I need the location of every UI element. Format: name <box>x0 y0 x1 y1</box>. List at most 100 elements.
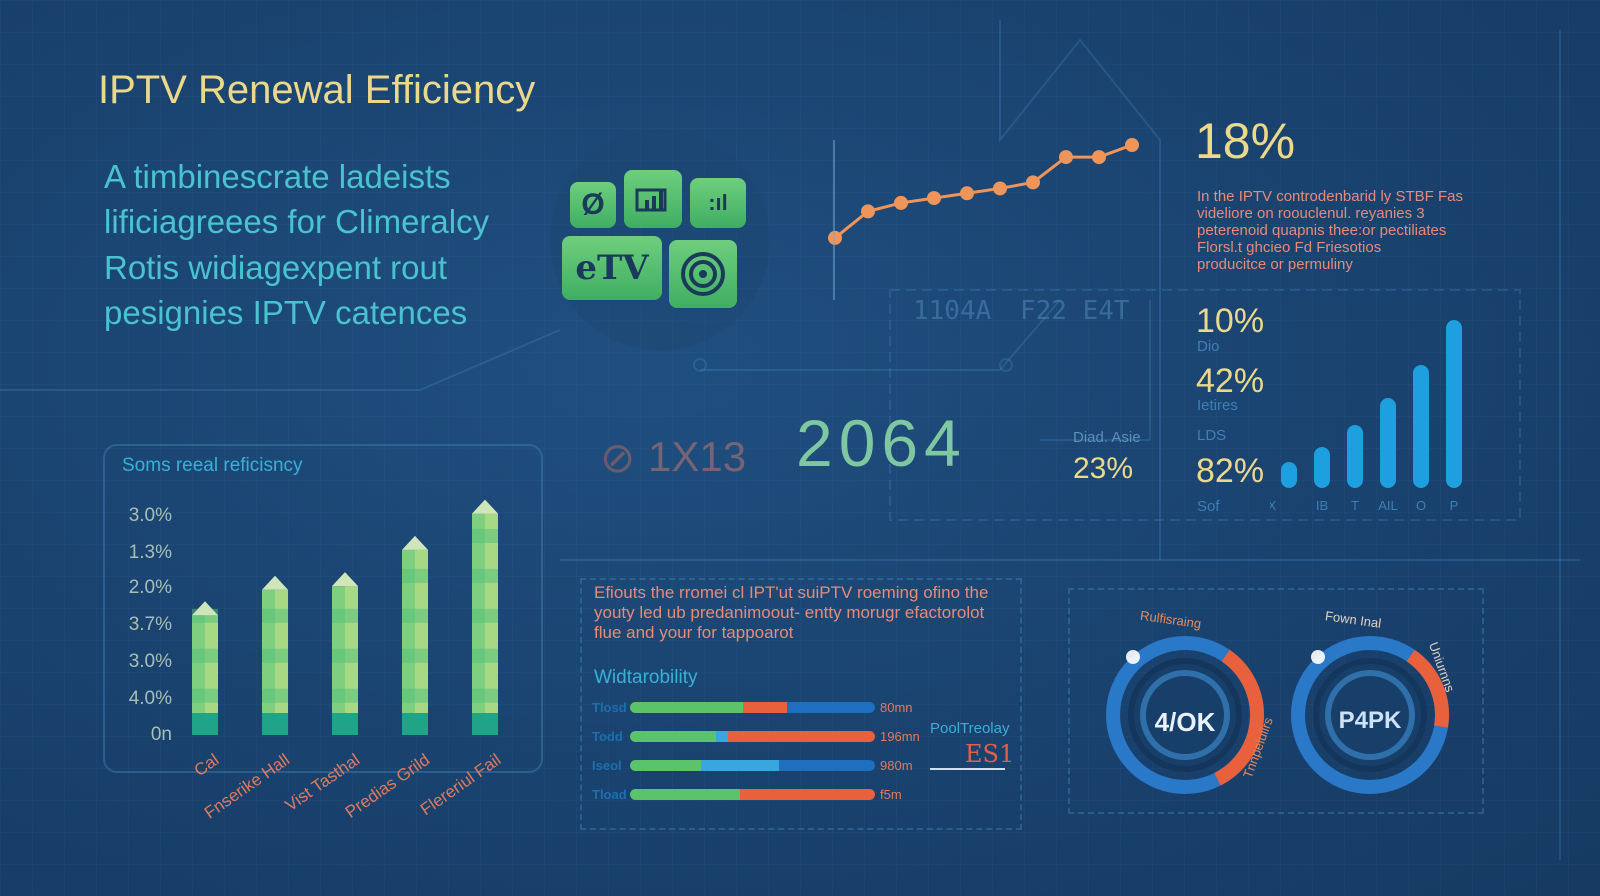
bar-chart-app-icon <box>624 170 682 228</box>
paragraph-line: peterenoid quapnis thee:or pectiliates <box>1197 222 1447 239</box>
hbar-value: 980m <box>880 758 913 773</box>
hbar-title: Widtarobility <box>594 667 698 688</box>
faint-code: 1104A <box>913 296 992 326</box>
hbar-value: 196mn <box>880 729 920 744</box>
x-tick-label: X <box>1270 498 1277 513</box>
green-bar-chart <box>192 499 498 735</box>
hbar-segment <box>742 702 787 713</box>
trend-point <box>1026 175 1040 190</box>
target-app-icon <box>669 240 737 308</box>
hbar-row: Tlosd 80mn <box>592 700 932 716</box>
bar-band <box>192 688 218 703</box>
hbar-segment <box>701 760 780 771</box>
gauges-panel <box>1068 588 1484 814</box>
bar-band <box>402 608 428 623</box>
bar-base <box>472 713 498 735</box>
trend-line <box>834 143 1133 240</box>
page-title: IPTV Renewal Efficiency <box>98 68 536 112</box>
subtitle-line: lificiagreees for Climeralcy <box>104 203 490 240</box>
gauge-inner <box>1128 658 1242 772</box>
gauges <box>1106 636 1449 794</box>
bar-band <box>192 648 218 663</box>
bar-band <box>262 648 288 663</box>
bar-band <box>332 648 358 663</box>
bar <box>1380 398 1396 488</box>
headline-stat: 18% <box>1195 113 1296 169</box>
efficiency-paragraph: Efiouts the rromei cl IPT'ut suiPTV roem… <box>594 583 988 643</box>
x-tick-label: IB <box>1316 498 1328 513</box>
widtarobility-panel <box>580 578 1022 830</box>
gauge-center-value: 4/OK <box>1154 707 1216 737</box>
gauge-inner-ring <box>1140 670 1230 760</box>
hbar-segment <box>630 789 741 800</box>
hbar-value: f5m <box>880 787 902 802</box>
trend-point <box>993 181 1007 196</box>
y-tick-label: 4.0% <box>128 688 172 709</box>
stat-label: Sof <box>1197 498 1220 515</box>
faint-code: F22 E4T <box>1020 296 1130 326</box>
x-tick-label: AIL <box>1378 498 1398 513</box>
hbar-row: Iseol 980m <box>592 758 932 774</box>
bar-band <box>472 568 498 583</box>
trend-point <box>828 230 842 245</box>
line-chart-axis <box>833 140 835 300</box>
hbar-segment <box>630 760 702 771</box>
code-1x13: 1X13 <box>648 433 747 480</box>
bar-band <box>262 688 288 703</box>
bar-band <box>472 688 498 703</box>
bar-band <box>402 648 428 663</box>
gauge-glow <box>1126 650 1140 664</box>
hbar-row: Tload f5m <box>592 787 932 803</box>
efficiency-bar-panel <box>103 444 543 773</box>
trend-point <box>894 195 908 210</box>
gauge-inner-ring <box>1325 670 1415 760</box>
hbar-label: Tload <box>592 787 627 802</box>
bar-base <box>192 713 218 735</box>
hbar-label: Iseol <box>592 758 622 773</box>
pool-value: ES1 <box>965 740 1015 768</box>
hbar-segment <box>728 731 875 742</box>
paragraph-line: youty led ub predanimoout- entty morugr … <box>594 603 985 622</box>
hbar <box>630 789 875 800</box>
bar-band <box>472 528 498 543</box>
mid-stat-label: Diad. Asie <box>1073 429 1141 446</box>
gauge-inner <box>1313 658 1427 772</box>
y-axis: 3.0% 1.3% 2.0% 3.7% 3.0% 4.0% 0n <box>100 505 172 755</box>
y-tick-label: 3.0% <box>128 505 172 526</box>
pool-underline <box>930 768 1005 770</box>
bar-band <box>332 688 358 703</box>
gauge-center-value: P4PK <box>1338 707 1402 734</box>
y-tick-label: 3.0% <box>128 651 172 672</box>
bar <box>1281 462 1297 488</box>
globe-app-icon: Ø <box>570 182 616 228</box>
bar-highlight <box>205 615 218 735</box>
trend-point <box>1092 150 1106 165</box>
x-tick-label: P <box>1450 498 1459 513</box>
stat-value: 82% <box>1196 452 1265 490</box>
bar-band <box>262 608 288 623</box>
bar <box>192 601 218 735</box>
bar-base <box>402 713 428 735</box>
bar-cap <box>402 535 428 550</box>
hbar-row: Todd 196mn <box>592 729 932 745</box>
etv-app-icon: eTV <box>562 236 662 300</box>
hbar-segment <box>715 731 728 742</box>
paragraph-line: Efiouts the rromei cl IPT'ut suiPTV roem… <box>594 583 989 602</box>
subtitle-line: pesignies IPTV catences <box>104 294 468 331</box>
y-tick-label: 0n <box>150 724 172 745</box>
hbar-segment <box>786 702 875 713</box>
hbar-segment <box>740 789 875 800</box>
y-tick-label: 2.0% <box>128 577 172 598</box>
no-signal-icon: ⊘ <box>600 434 636 481</box>
bar-band <box>402 688 428 703</box>
y-tick-label: 3.7% <box>128 614 172 635</box>
paragraph-line: flue and your for tappoarot <box>594 623 794 642</box>
subtitle-line: Rotis widiagexpent rout <box>104 249 448 286</box>
y-tick-label: 1.3% <box>128 542 172 563</box>
x-tick-label: T <box>1351 498 1359 513</box>
hbar <box>630 702 875 713</box>
bar <box>1347 425 1363 488</box>
bar <box>1413 365 1429 488</box>
trend-point <box>1059 150 1073 165</box>
bar-cap <box>192 601 218 616</box>
